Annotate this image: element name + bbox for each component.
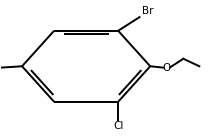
- Text: Br: Br: [142, 6, 153, 16]
- Text: O: O: [162, 63, 170, 73]
- Text: Cl: Cl: [113, 121, 123, 131]
